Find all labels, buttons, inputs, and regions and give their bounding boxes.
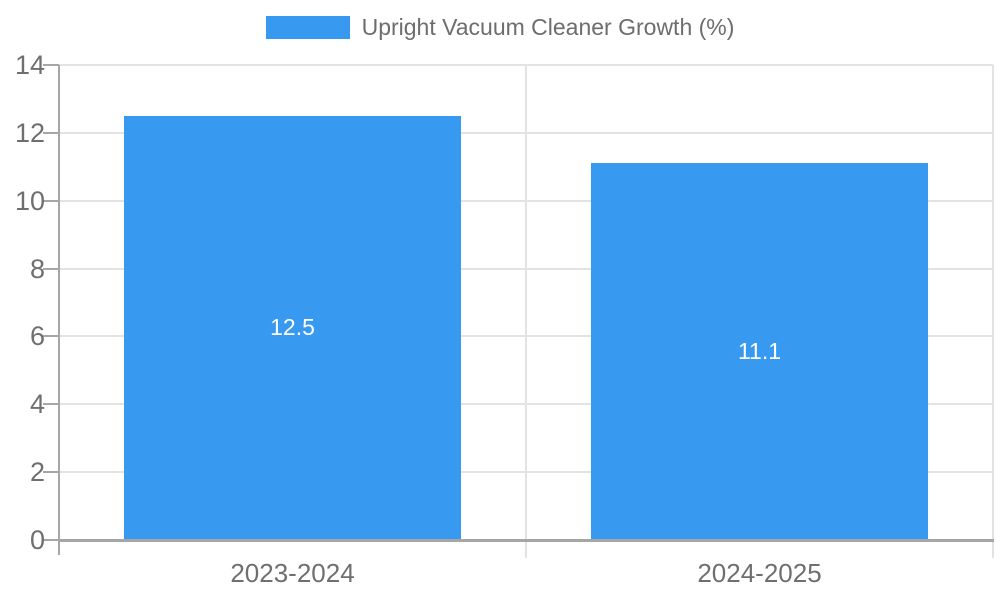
y-tick-label: 8	[29, 253, 45, 284]
plot-area: 0 2 4 6 8 10 12 14 12.5 11.1 2023-2024 2024-2025	[15, 51, 994, 588]
y-tick-label: 14	[14, 50, 45, 80]
x-axis-line	[58, 539, 994, 542]
y-tick-label: 10	[14, 185, 45, 216]
y-axis-tick	[43, 199, 59, 202]
bar-value-label: 12.5	[270, 314, 315, 341]
y-axis-tick	[43, 64, 59, 66]
y-axis-tick	[43, 131, 59, 134]
legend-swatch	[265, 16, 350, 39]
y-tick-label: 4	[29, 389, 45, 420]
y-axis-tick	[43, 471, 59, 474]
y-axis-tick	[43, 539, 59, 541]
bar-value-label: 11.1	[737, 338, 782, 365]
y-axis-tick	[43, 403, 59, 406]
x-axis-tick	[525, 540, 527, 558]
legend: Upright Vacuum Cleaner Growth (%)	[0, 14, 1000, 41]
x-tick-label: 2024-2025	[697, 558, 822, 588]
bar[interactable]: 12.5	[124, 115, 461, 540]
y-tick-label: 12	[14, 117, 45, 148]
y-tick-label: 2	[29, 457, 45, 488]
x-axis-tick	[992, 540, 994, 558]
y-axis-line	[58, 65, 60, 555]
y-axis-tick	[43, 335, 59, 338]
bar[interactable]: 11.1	[591, 163, 928, 540]
y-axis-tick	[43, 267, 59, 270]
y-tick-label: 6	[29, 321, 45, 352]
y-tick-label: 0	[29, 525, 45, 555]
gridline	[525, 65, 527, 540]
x-tick-label: 2023-2024	[230, 558, 355, 588]
legend-label: Upright Vacuum Cleaner Growth (%)	[361, 14, 735, 40]
gridline	[992, 65, 994, 540]
